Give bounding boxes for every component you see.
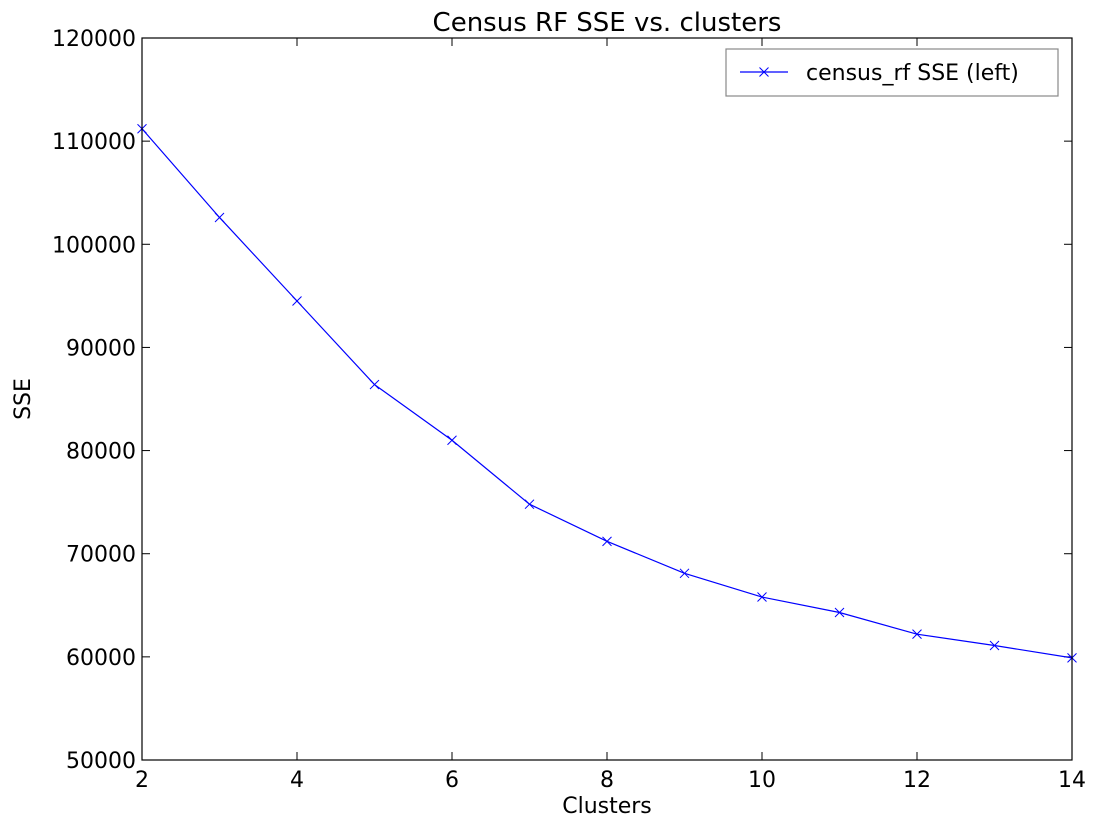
legend-marker-x [759,67,769,77]
data-point [834,607,845,618]
x-axis-ticks: 2 4 6 8 10 12 14 [135,38,1086,793]
y-axis-label: SSE [11,378,36,420]
plot-frame [141,37,1073,761]
y-tick-label: 120000 [52,27,136,52]
y-tick-label: 50000 [66,749,136,774]
x-tick-label: 2 [135,768,149,793]
y-tick-label: 60000 [66,646,136,671]
data-point [447,435,457,446]
data-point [912,629,922,640]
data-point [757,592,767,602]
y-tick-label: 100000 [52,233,136,258]
y-tick-label: 110000 [52,130,136,155]
y-axis-ticks: 50000 60000 70000 80000 90000 100000 110000 120… [52,27,1072,774]
data-point [369,379,380,390]
y-tick-label: 90000 [66,336,136,361]
y-tick-label: 70000 [66,543,136,568]
legend-entry-label: census_rf SSE (left) [806,61,1019,86]
x-tick-label: 14 [1058,768,1086,793]
x-axis-label: Clusters [562,794,652,819]
data-point [989,640,1000,651]
x-tick-label: 8 [600,768,614,793]
data-point [214,212,225,223]
data-point [679,568,690,579]
x-tick-label: 4 [290,768,304,793]
series-layer [137,123,1077,663]
y-tick-label: 80000 [66,440,136,465]
x-tick-label: 10 [748,768,776,793]
data-point [602,536,612,547]
chart-title: Census RF SSE vs. clusters [433,8,782,38]
x-tick-label: 12 [903,768,931,793]
data-point [292,296,302,306]
data-point [524,499,535,510]
x-tick-label: 6 [445,768,459,793]
series-line [141,128,1073,659]
legend: census_rf SSE (left) [725,48,1059,97]
